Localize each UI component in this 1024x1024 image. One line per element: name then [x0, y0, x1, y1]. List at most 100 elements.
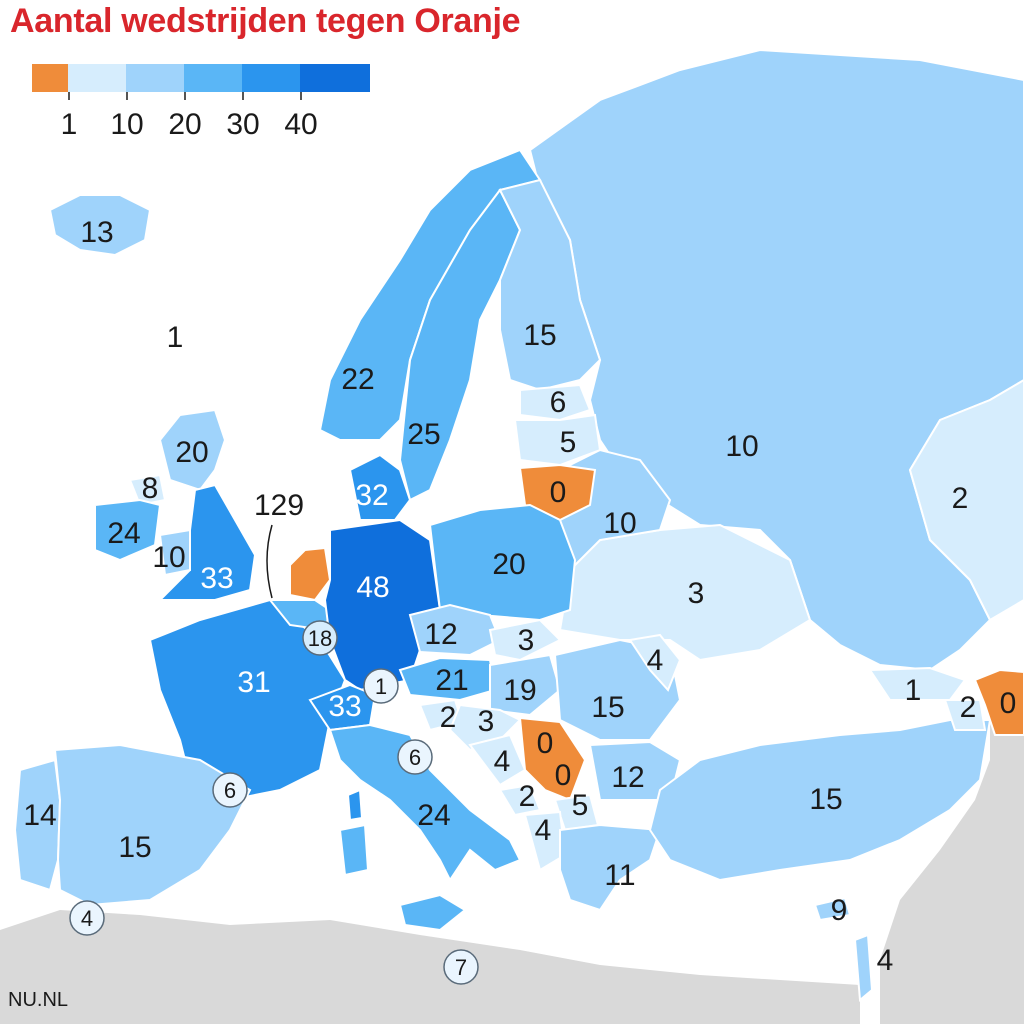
island-sicily[interactable]: [398, 893, 467, 932]
country-slovakia[interactable]: [488, 618, 562, 662]
label-armenia: 2: [960, 691, 977, 724]
label-hungary: 19: [503, 674, 536, 707]
label-iceland: 13: [80, 216, 113, 249]
country-turkey[interactable]: [648, 719, 992, 882]
label-turkey: 15: [809, 783, 842, 816]
label-northern-ireland: 8: [142, 472, 159, 505]
country-montenegro[interactable]: [498, 783, 542, 817]
country-finland[interactable]: [498, 178, 602, 392]
label-denmark: 32: [355, 479, 388, 512]
circle-san-marino[interactable]: 6: [397, 739, 433, 775]
label-italy: 24: [417, 799, 450, 832]
label-moldova: 4: [647, 644, 664, 677]
label-georgia: 1: [905, 674, 922, 707]
country-latvia[interactable]: [513, 413, 602, 467]
label-czechia: 12: [424, 618, 457, 651]
country-kazakhstan[interactable]: [908, 378, 1024, 622]
svg-text:4: 4: [81, 906, 93, 931]
legend-tick: [242, 92, 244, 100]
legend-tick: [68, 92, 70, 100]
island-corsica[interactable]: [346, 788, 364, 822]
circle-gibraltar[interactable]: 4: [69, 900, 105, 936]
country-armenia[interactable]: [943, 699, 987, 731]
circle-malta[interactable]: 7: [443, 949, 479, 985]
page-title: Aantal wedstrijden tegen Oranje: [10, 2, 521, 40]
label-croatia: 3: [478, 705, 495, 738]
color-legend: 1 10 20 30 40: [32, 64, 372, 154]
country-moldova[interactable]: [628, 633, 682, 692]
legend-tick: [184, 92, 186, 100]
label-netherlands: 129: [254, 489, 304, 522]
country-switzerland[interactable]: [308, 683, 377, 732]
label-slovenia: 2: [440, 701, 457, 734]
label-sweden: 25: [407, 418, 440, 451]
legend-swatch-zero: [32, 64, 68, 92]
label-france: 31: [237, 666, 270, 699]
label-england: 33: [200, 562, 233, 595]
country-iceland[interactable]: [48, 194, 152, 257]
label-germany: 48: [356, 571, 389, 604]
country-ireland[interactable]: [94, 498, 162, 562]
country-georgia[interactable]: [868, 666, 967, 701]
label-norway: 22: [341, 363, 374, 396]
circled-labels: 18 1 6 6 4 7: [69, 620, 479, 985]
value-labels: 13 1 22 25 15 6 5 0 10 2 20 8 24 10 33 3…: [23, 216, 1016, 977]
circle-luxembourg[interactable]: 1: [363, 668, 399, 704]
legend-tick-label: 40: [284, 108, 318, 141]
label-portugal: 14: [23, 799, 56, 832]
middle-east-land: [880, 700, 1024, 1024]
legend-tick-label: 30: [226, 108, 260, 141]
circle-andorra[interactable]: 6: [212, 772, 248, 808]
label-israel: 4: [877, 944, 894, 977]
label-lithuania: 0: [550, 476, 567, 509]
label-montenegro: 2: [519, 780, 536, 813]
country-spain[interactable]: [53, 743, 252, 907]
label-faroe-islands: 1: [167, 321, 184, 354]
north-africa-land: [0, 910, 860, 1024]
label-bulgaria: 12: [611, 761, 644, 794]
label-cyprus: 9: [831, 894, 848, 927]
label-switzerland: 33: [328, 690, 361, 723]
svg-text:18: 18: [308, 626, 332, 651]
island-sardinia[interactable]: [338, 823, 370, 877]
country-cyprus[interactable]: [813, 896, 852, 922]
label-kosovo: 0: [555, 759, 572, 792]
legend-tick: [126, 92, 128, 100]
label-ireland: 24: [107, 517, 140, 550]
label-north-macedonia: 5: [572, 789, 589, 822]
legend-tick: [300, 92, 302, 100]
label-wales: 10: [152, 541, 185, 574]
label-russia: 10: [725, 430, 758, 463]
circle-belgium[interactable]: 18: [302, 620, 338, 656]
legend-tick-label: 20: [168, 108, 202, 141]
label-greece: 11: [604, 859, 635, 892]
country-scotland[interactable]: [158, 408, 227, 492]
country-ukraine[interactable]: [558, 523, 812, 662]
country-northern-ireland[interactable]: [128, 473, 167, 507]
country-denmark[interactable]: [348, 453, 412, 521]
label-romania: 15: [591, 691, 624, 724]
legend-swatch-3: [184, 64, 242, 92]
label-azerbaijan: 0: [1000, 687, 1017, 720]
label-scotland: 20: [175, 436, 208, 469]
country-estonia[interactable]: [519, 383, 592, 422]
legend-swatch-2: [126, 64, 184, 92]
country-netherlands[interactable]: [289, 546, 332, 602]
svg-text:7: 7: [455, 955, 467, 980]
country-wales[interactable]: [158, 528, 191, 577]
legend-swatch-5: [300, 64, 370, 92]
svg-text:1: 1: [375, 674, 387, 699]
label-belarus: 10: [603, 507, 636, 540]
country-hungary[interactable]: [489, 653, 562, 717]
label-albania: 4: [535, 814, 552, 847]
svg-text:6: 6: [224, 778, 236, 803]
country-israel[interactable]: [853, 933, 874, 1002]
label-ukraine: 3: [688, 577, 705, 610]
label-finland: 15: [523, 319, 556, 352]
label-spain: 15: [118, 831, 151, 864]
country-azerbaijan[interactable]: [973, 668, 1024, 736]
legend-swatch-1: [68, 64, 126, 92]
country-greece[interactable]: [559, 823, 662, 912]
label-serbia: 0: [537, 727, 554, 760]
